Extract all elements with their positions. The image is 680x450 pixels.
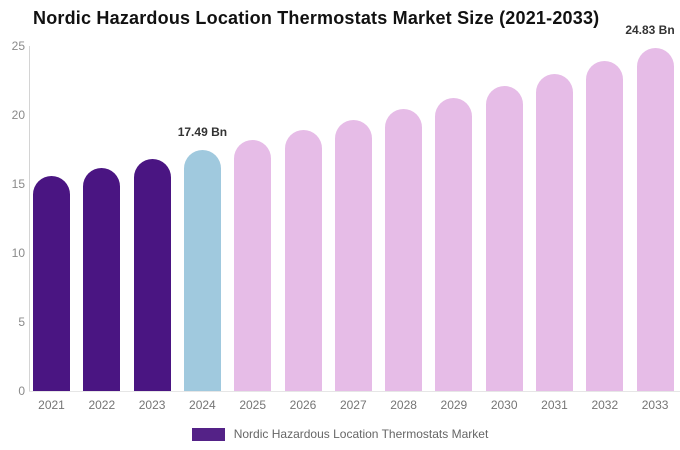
legend-label: Nordic Hazardous Location Thermostats Ma… bbox=[233, 427, 489, 441]
x-tick-label: 2029 bbox=[440, 398, 468, 412]
x-tick-label: 2022 bbox=[88, 398, 116, 412]
bar-2030[interactable] bbox=[485, 86, 523, 391]
x-tick-label: 2024 bbox=[189, 398, 216, 412]
bar-2031[interactable] bbox=[536, 74, 573, 391]
y-tick-label: 0 bbox=[18, 384, 25, 398]
legend[interactable]: Nordic Hazardous Location Thermostats Ma… bbox=[0, 425, 680, 443]
chart-title: Nordic Hazardous Location Thermostats Ma… bbox=[33, 8, 600, 28]
bar-2025[interactable] bbox=[234, 140, 272, 391]
x-tick-label: 2026 bbox=[289, 398, 317, 412]
y-tick-label: 5 bbox=[18, 315, 25, 329]
x-tick-label: 2032 bbox=[591, 398, 619, 412]
y-axis-line bbox=[29, 46, 30, 391]
value-label-2033: 24.83 Bn bbox=[625, 23, 675, 38]
x-tick-label: 2025 bbox=[239, 398, 267, 412]
value-label-2024: 17.49 Bn bbox=[177, 124, 228, 139]
bar-2029[interactable] bbox=[435, 97, 473, 391]
y-tick-label: 25 bbox=[11, 39, 25, 53]
bar-2032[interactable] bbox=[586, 61, 624, 391]
x-tick-label: 2031 bbox=[541, 398, 568, 412]
y-tick-label: 10 bbox=[11, 246, 25, 260]
bar-2021[interactable] bbox=[33, 176, 70, 391]
bar-2027[interactable] bbox=[334, 119, 372, 391]
x-tick-label: 2027 bbox=[339, 398, 367, 412]
bar-2022[interactable] bbox=[83, 167, 121, 391]
bar-2024[interactable] bbox=[183, 149, 221, 391]
x-tick-label: 2033 bbox=[641, 398, 669, 412]
x-tick-label: 2021 bbox=[38, 398, 65, 412]
x-tick-label: 2028 bbox=[390, 398, 417, 412]
bar-2033[interactable] bbox=[636, 48, 674, 391]
x-axis-line bbox=[29, 391, 680, 392]
y-tick-label: 15 bbox=[11, 177, 25, 191]
x-tick-label: 2030 bbox=[490, 398, 518, 412]
bar-2026[interactable] bbox=[284, 130, 322, 391]
x-tick-label: 2023 bbox=[138, 398, 166, 412]
legend-swatch bbox=[191, 427, 225, 441]
y-tick-label: 20 bbox=[11, 108, 25, 122]
bar-2028[interactable] bbox=[385, 108, 423, 391]
bar-2023[interactable] bbox=[133, 158, 171, 391]
